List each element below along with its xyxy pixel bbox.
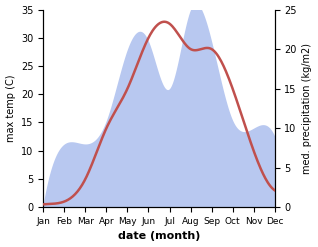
X-axis label: date (month): date (month) — [118, 231, 200, 242]
Y-axis label: max temp (C): max temp (C) — [5, 75, 16, 142]
Y-axis label: med. precipitation (kg/m2): med. precipitation (kg/m2) — [302, 43, 313, 174]
